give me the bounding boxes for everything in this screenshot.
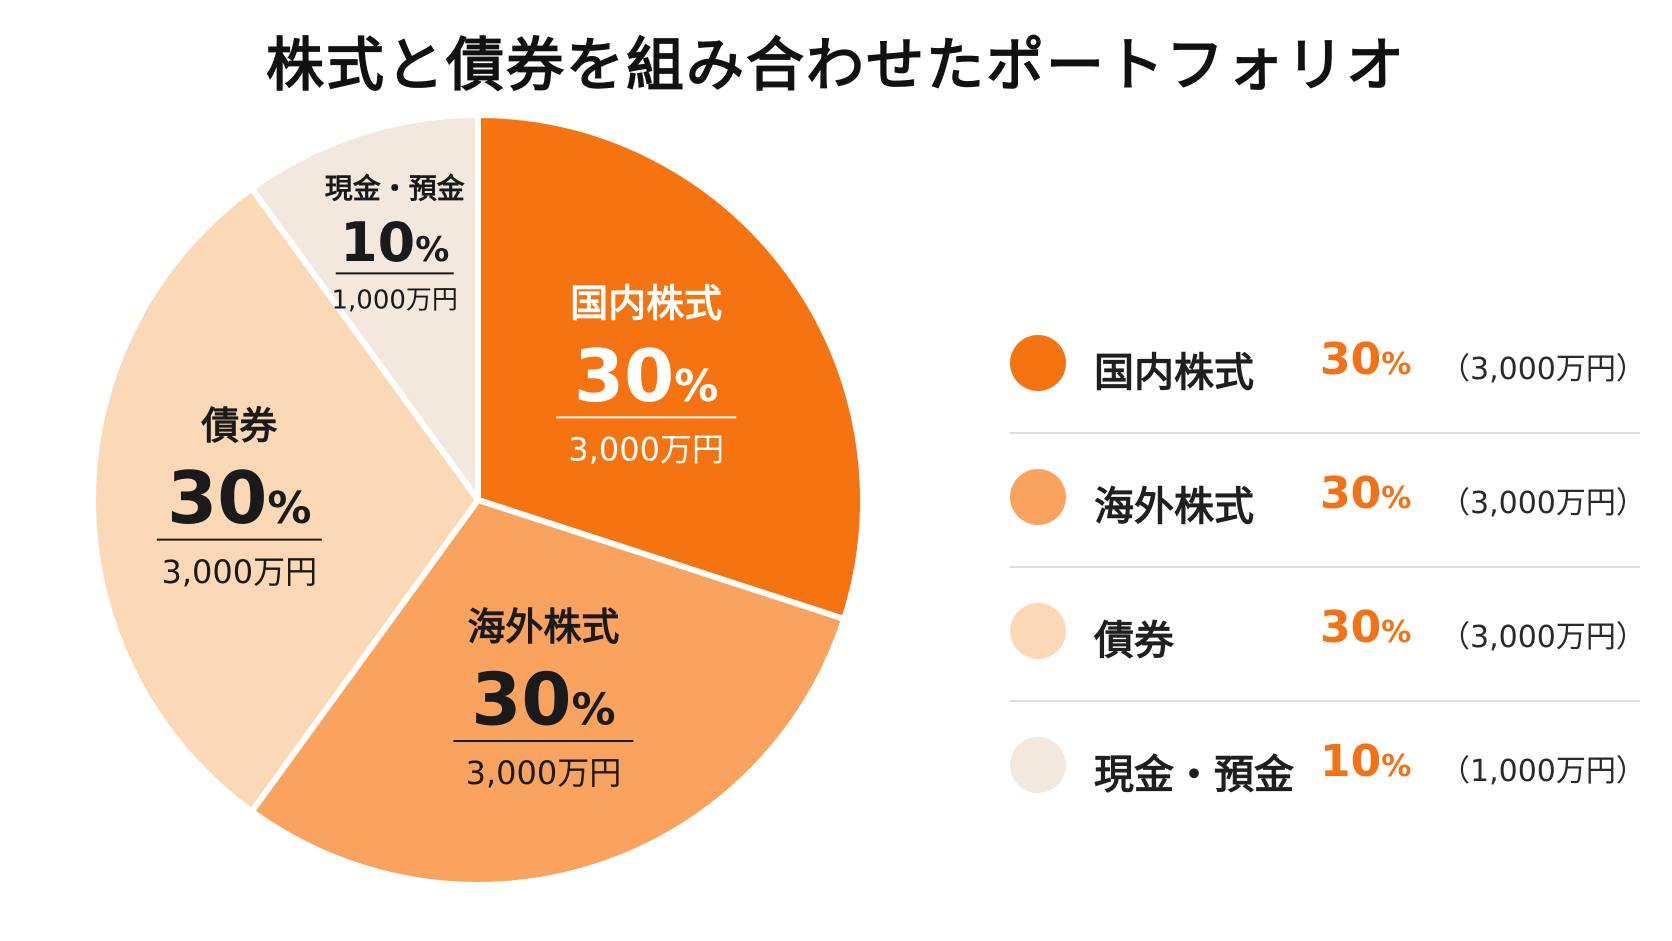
legend-divider [1010,700,1640,702]
legend-item-foreign-stocks: 海外株式 30% （3,000万円） [1010,434,1646,568]
slice-name-label: 債券 [200,404,278,448]
slice-percent-label: 30% [574,334,718,418]
legend-percent: 10% [1320,736,1412,787]
legend-percent: 30% [1320,468,1412,519]
legend-divider [1010,566,1640,568]
legend: 国内株式 30% （3,000万円） 海外株式 30% （3,000万円） 債券… [1010,300,1646,836]
slice-amount-label: 3,000万円 [466,754,622,792]
legend-swatch-foreign-stocks [1010,469,1066,525]
pie-chart: 国内株式30%3,000万円海外株式30%3,000万円債券30%3,000万円… [90,112,866,888]
slice-amount-label: 3,000万円 [161,553,317,591]
slice-percent-label: 10% [340,211,449,274]
slice-label-cash-deposits: 現金・預金 10% 1,000万円 [325,172,466,316]
slice-label-foreign-stocks: 海外株式 30% 3,000万円 [453,605,634,792]
pie-slice-domestic-stocks [475,112,866,622]
legend-percent: 30% [1320,602,1412,653]
chart-title: 株式と債券を組み合わせたポートフォリオ [265,31,1406,99]
legend-item-cash-deposits: 現金・預金 10% （1,000万円） [1010,702,1646,836]
slice-name-label: 海外株式 [467,605,619,649]
legend-label: 国内株式 [1094,350,1254,396]
slice-amount-label: 1,000万円 [332,285,458,315]
legend-label: 現金・預金 [1094,752,1294,798]
legend-swatch-domestic-stocks [1010,335,1066,391]
legend-amount: （1,000万円） [1440,754,1646,789]
legend-label: 海外株式 [1094,484,1254,530]
legend-label: 債券 [1094,618,1174,664]
legend-amount: （3,000万円） [1440,620,1646,655]
legend-swatch-cash-deposits [1010,737,1066,793]
legend-swatch-bonds [1010,603,1066,659]
pie-slice-bonds [90,185,481,815]
slice-label-domestic-stocks: 国内株式 30% 3,000万円 [556,282,737,469]
legend-amount: （3,000万円） [1440,486,1646,521]
slice-name-label: 現金・預金 [325,172,466,205]
legend-divider [1010,432,1640,434]
pie-slice-foreign-stocks [248,497,848,888]
slice-name-label: 国内株式 [570,282,722,326]
slice-amount-label: 3,000万円 [568,431,724,469]
legend-item-domestic-stocks: 国内株式 30% （3,000万円） [1010,300,1646,434]
legend-percent: 30% [1320,334,1412,385]
legend-amount: （3,000万円） [1440,352,1646,387]
pie-slice-cash-deposits [248,112,481,503]
slice-label-bonds: 債券 30% 3,000万円 [156,404,322,591]
slice-percent-label: 30% [471,657,615,741]
legend-item-bonds: 債券 30% （3,000万円） [1010,568,1646,702]
slice-percent-label: 30% [167,456,311,540]
